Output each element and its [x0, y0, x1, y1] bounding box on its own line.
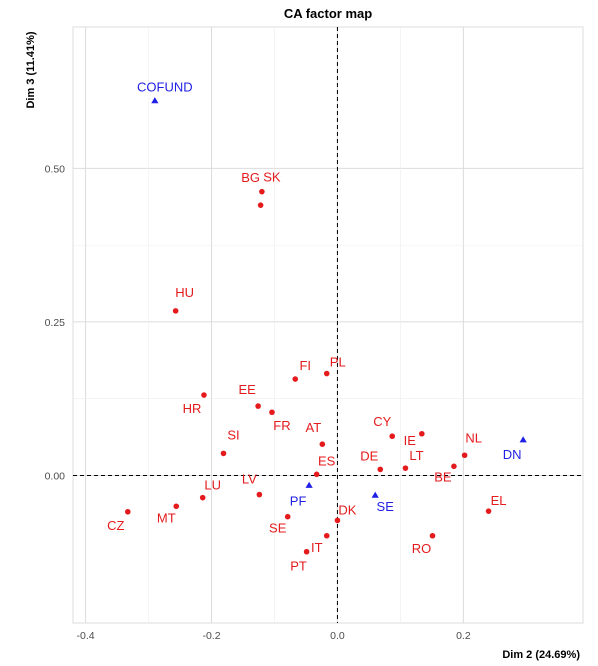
col-point-se: [371, 491, 379, 498]
row-label-nl: NL: [465, 430, 482, 445]
row-label-cy: CY: [373, 414, 391, 429]
panel-border: [72, 26, 584, 624]
row-point-at: [319, 441, 326, 448]
row-point-lv: [256, 491, 263, 498]
row-label-hu: HU: [175, 285, 194, 300]
row-label-ro: RO: [412, 541, 432, 556]
row-point-pt: [303, 548, 310, 555]
row-point-ro: [429, 532, 436, 539]
row-label-de: DE: [360, 448, 378, 463]
row-label-lv: LV: [242, 472, 257, 487]
row-point-cz: [124, 508, 131, 515]
row-point-es: [313, 471, 320, 478]
row-point-lt: [402, 465, 409, 471]
row-point-bg: [257, 202, 264, 208]
row-point-mt: [173, 503, 180, 510]
x-tick-label: -0.2: [202, 630, 220, 642]
row-point-si: [220, 450, 227, 457]
x-axis-title: Dim 2 (24.69%): [502, 649, 580, 661]
col-label-dn: DN: [503, 447, 522, 462]
y-axis-title: Dim 3 (11.41%): [25, 31, 37, 108]
row-label-mt: MT: [157, 510, 176, 525]
y-tick-label: 0.00: [45, 471, 66, 483]
row-point-se: [284, 513, 291, 520]
col-point-dn: [519, 436, 527, 443]
row-label-ee: EE: [238, 382, 256, 397]
row-point-ee: [255, 403, 261, 409]
row-point-fr: [269, 409, 275, 416]
row-label-dk: DK: [338, 502, 356, 517]
row-point-hu: [172, 308, 179, 314]
y-tick-label: 0.25: [45, 317, 66, 329]
chart-title: CA factor map: [284, 6, 372, 21]
x-tick-label: 0.2: [456, 630, 471, 642]
col-label-se: SE: [377, 499, 395, 514]
row-label-it: IT: [311, 540, 323, 555]
row-label-pt: PT: [290, 559, 307, 574]
row-label-sk: SK: [263, 170, 281, 185]
row-label-si: SI: [227, 427, 239, 442]
row-point-cy: [389, 433, 396, 440]
grid: [72, 26, 584, 624]
row-point-pl: [323, 370, 330, 377]
row-point-hr: [201, 392, 207, 398]
col-label-cofund: COFUND: [137, 80, 193, 95]
data-points: [124, 97, 527, 555]
y-tick-label: 0.50: [45, 163, 66, 175]
row-point-lu: [199, 494, 206, 501]
row-point-fi: [292, 376, 299, 382]
row-label-pl: PL: [330, 355, 346, 370]
row-label-at: AT: [306, 420, 322, 435]
row-label-lt: LT: [409, 448, 423, 463]
x-tick-label: 0.0: [330, 630, 345, 642]
row-point-el: [485, 508, 492, 514]
row-label-bg: BG: [241, 170, 260, 185]
row-point-nl: [461, 452, 468, 459]
row-label-ie: IE: [404, 433, 417, 448]
row-label-el: EL: [491, 493, 507, 508]
row-label-lu: LU: [204, 478, 221, 493]
row-point-be: [451, 463, 457, 470]
row-label-se: SE: [269, 521, 287, 536]
row-point-sk: [259, 188, 265, 195]
row-label-fi: FI: [299, 358, 311, 373]
row-point-dk: [334, 517, 341, 524]
axes: -0.4 -0.2 0.0 0.2 0.00 0.25 0.50: [45, 27, 583, 642]
row-point-ie: [419, 430, 425, 437]
row-label-cz: CZ: [107, 518, 124, 533]
row-point-de: [377, 466, 384, 473]
row-label-be: BE: [434, 469, 452, 484]
col-label-pf: PF: [290, 493, 307, 508]
col-point-cofund: [151, 97, 159, 104]
row-label-fr: FR: [273, 418, 290, 433]
col-point-pf: [305, 481, 313, 488]
x-tick-label: -0.4: [77, 630, 95, 642]
row-label-hr: HR: [183, 401, 202, 416]
row-point-it: [323, 532, 330, 539]
row-label-es: ES: [318, 453, 336, 468]
